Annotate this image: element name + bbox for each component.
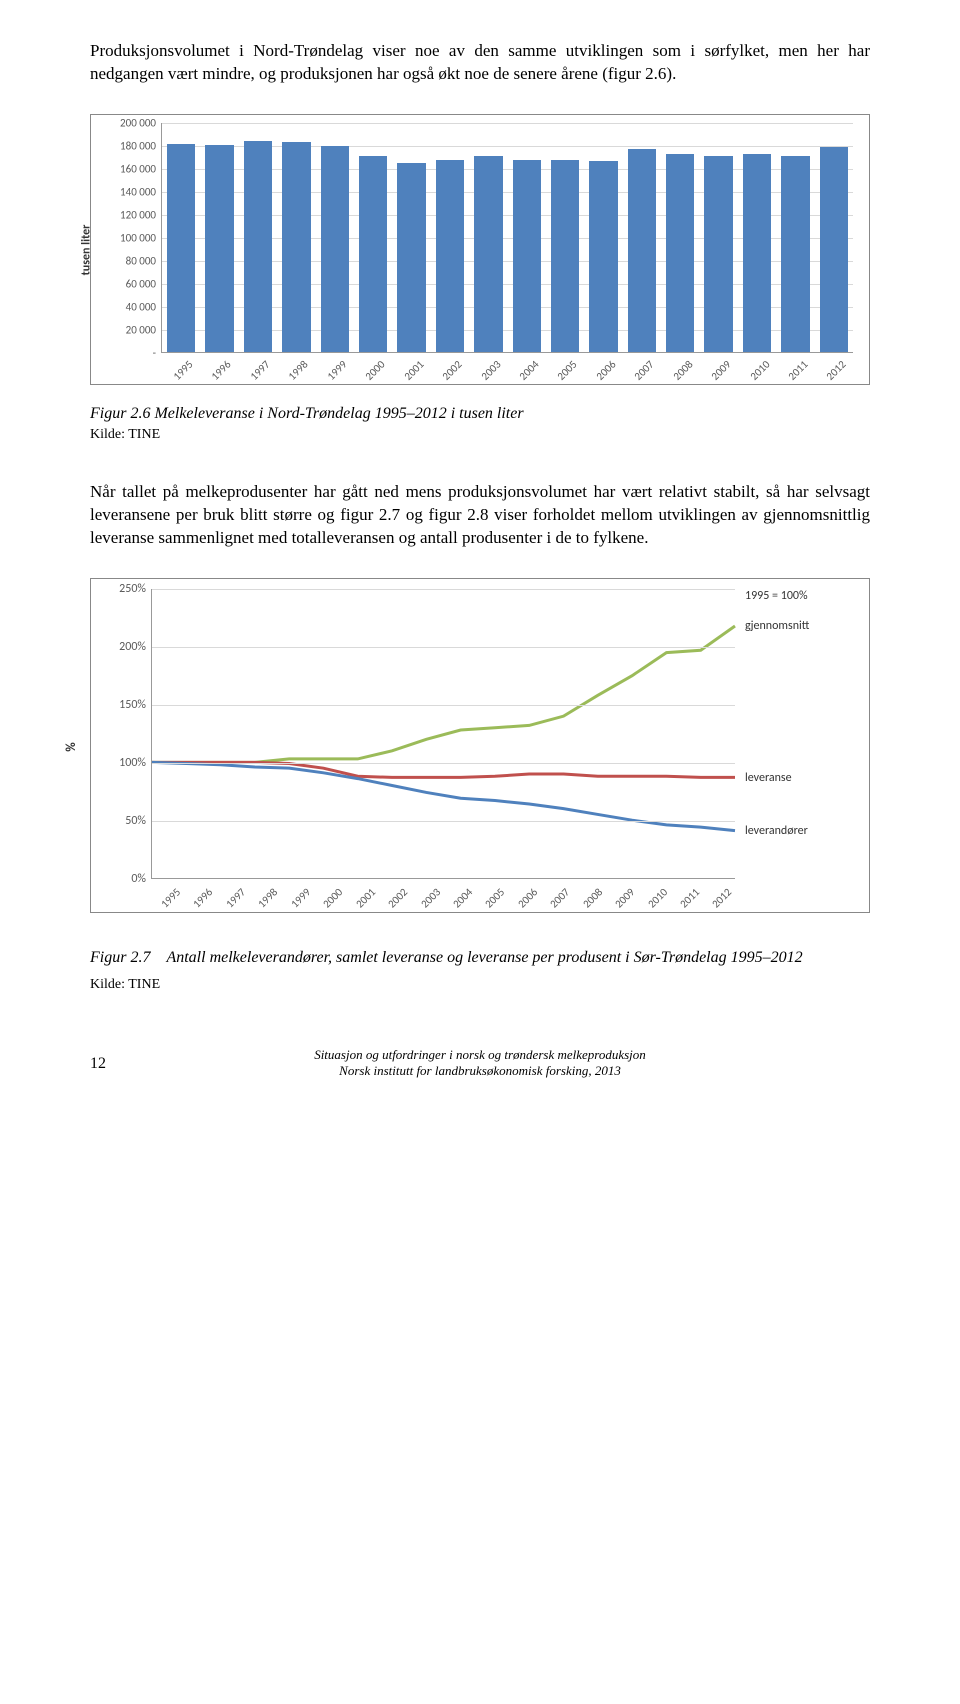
line-xtick: 2002 — [375, 875, 414, 914]
line-xtick: 1996 — [180, 875, 219, 914]
page-number: 12 — [90, 1055, 106, 1073]
bar — [359, 156, 387, 352]
bar-ytick: 140 000 — [120, 185, 162, 198]
line-xtick: 2000 — [310, 875, 349, 914]
bar — [436, 160, 464, 352]
line-xtick: 2005 — [472, 875, 511, 914]
bar — [167, 144, 195, 352]
bar — [666, 154, 694, 352]
line-xtick: 2006 — [504, 875, 543, 914]
figure-2-7-label: Figur 2.7 — [90, 949, 166, 967]
line-chart-ylabel: % — [64, 742, 79, 751]
line-ytick: 50% — [125, 814, 152, 828]
footer-subtitle: Norsk institutt for landbruksøkonomisk f… — [339, 1063, 621, 1078]
bar-ytick: 40 000 — [126, 300, 162, 313]
bar-chart-container: tusen liter -20 00040 00060 00080 000100… — [90, 114, 870, 385]
bar — [205, 145, 233, 352]
figure-2-7-text: Antall melkeleverandører, samlet leveran… — [166, 949, 802, 967]
line-xtick: 2011 — [667, 875, 706, 914]
series-label: leveranse — [735, 771, 792, 785]
line-ytick: 250% — [119, 582, 152, 596]
figure-2-7-source: Kilde: TINE — [90, 977, 870, 993]
line-xtick: 2012 — [699, 875, 738, 914]
bar — [743, 154, 771, 352]
bar-chart-plot: -20 00040 00060 00080 000100 000120 0001… — [161, 123, 853, 353]
legend-note: 1995 = 100% — [735, 589, 808, 603]
figure-2-6-source: Kilde: TINE — [90, 427, 870, 443]
bar — [589, 161, 617, 352]
bar — [397, 163, 425, 352]
bar-chart-xticks: 1995199619971998199920002001200220032004… — [161, 357, 853, 378]
bar-ytick: 60 000 — [126, 277, 162, 290]
line-xtick: 2001 — [342, 875, 381, 914]
bar — [628, 149, 656, 351]
line-xtick: 1998 — [245, 875, 284, 914]
line-xtick: 2004 — [440, 875, 479, 914]
line-xtick: 2009 — [602, 875, 641, 914]
line-ytick: 200% — [119, 640, 152, 654]
line-xtick: 2007 — [537, 875, 576, 914]
bar-ytick: - — [153, 346, 162, 359]
line-ytick: 150% — [119, 698, 152, 712]
line-chart-xticks: 1995199619971998199920002001200220032004… — [151, 883, 735, 906]
line-chart-container: % 0%50%100%150%200%250%1995 = 100%gjenno… — [90, 578, 870, 913]
line-xtick: 2003 — [407, 875, 446, 914]
bar-ytick: 20 000 — [126, 323, 162, 336]
bar — [820, 147, 848, 352]
bar — [474, 156, 502, 352]
footer-title: Situasjon og utfordringer i norsk og trø… — [314, 1047, 646, 1062]
bar-ytick: 180 000 — [120, 139, 162, 152]
bar — [282, 142, 310, 352]
bar — [513, 160, 541, 352]
line-ytick: 100% — [119, 756, 152, 770]
bar — [244, 141, 272, 351]
bar-ytick: 80 000 — [126, 254, 162, 267]
figure-2-6-caption: Figur 2.6 Melkeleveranse i Nord-Trøndela… — [90, 405, 870, 423]
bar — [781, 156, 809, 352]
line-xtick: 1995 — [148, 875, 187, 914]
bar-ytick: 100 000 — [120, 231, 162, 244]
line-ytick: 0% — [131, 872, 152, 886]
intro-paragraph: Produksjonsvolumet i Nord-Trøndelag vise… — [90, 40, 870, 86]
bar-chart-ylabel: tusen liter — [79, 225, 93, 276]
bar-ytick: 160 000 — [120, 162, 162, 175]
body-paragraph: Når tallet på melkeprodusenter har gått … — [90, 481, 870, 550]
bar — [704, 156, 732, 352]
line-chart-plot: 0%50%100%150%200%250%1995 = 100%gjennoms… — [151, 589, 735, 879]
line-xtick: 2008 — [569, 875, 608, 914]
bar-ytick: 120 000 — [120, 208, 162, 221]
line-xtick: 2010 — [634, 875, 673, 914]
line-xtick: 1997 — [212, 875, 251, 914]
series-label: leverandører — [735, 824, 808, 838]
figure-2-7-caption: Figur 2.7 Antall melkeleverandører, saml… — [90, 949, 870, 967]
line-xtick: 1999 — [277, 875, 316, 914]
bar — [551, 160, 579, 352]
bar-ytick: 200 000 — [120, 116, 162, 129]
series-label: gjennomsnitt — [735, 619, 809, 633]
page-footer: 12 Situasjon og utfordringer i norsk og … — [90, 1047, 870, 1079]
bar — [321, 146, 349, 352]
